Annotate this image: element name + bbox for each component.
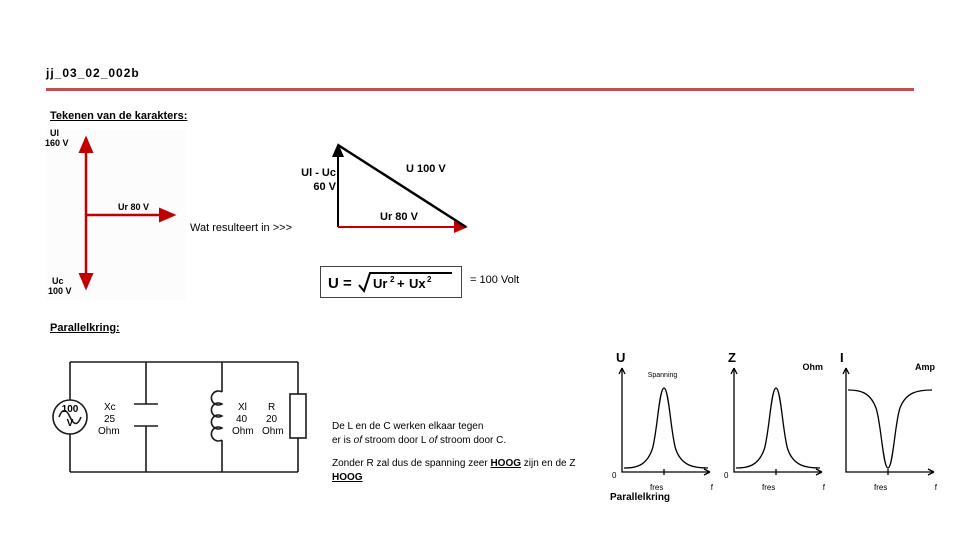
formula-plus: + [397, 276, 405, 291]
body-l2-em2: HOOG [332, 472, 363, 483]
phasor-diagram-1: Ul 160 V Ur 80 V Uc 100 V [46, 130, 186, 300]
graph-i-xmid: fres [874, 483, 887, 492]
graph-i-xend: f [935, 483, 937, 492]
body-line1: De L en de C werken elkaar tegen er is o… [332, 420, 592, 447]
formula-lhs: U = [328, 275, 352, 292]
body-line2: Zonder R zal dus de spanning zeer HOOG z… [332, 457, 592, 484]
body-l1b-em2: of [429, 435, 437, 446]
formula-r: Ur [373, 276, 387, 291]
formula-x-sq: 2 [427, 275, 432, 284]
graph-z-zero: 0 [724, 471, 728, 480]
graph-z-xend: f [823, 483, 825, 492]
phasor1-ul-label: Ul [50, 128, 59, 138]
body-l1b-mid1: stroom door L [362, 435, 429, 446]
graphs-caption: Parallelkring [610, 492, 670, 503]
graph-z-title: Z [728, 350, 736, 365]
formula-svg: U = Ur 2 + Ux 2 [326, 269, 456, 295]
body-l1a: De L en de C werken elkaar tegen [332, 421, 483, 432]
phasor1-uc-value: 100 V [48, 286, 72, 296]
graph-z-unit: Ohm [802, 362, 823, 372]
graph-u-xend: f [711, 483, 713, 492]
formula-box: U = Ur 2 + Ux 2 [320, 266, 462, 298]
title-rule [46, 88, 914, 91]
circuit-xc-value: 25 [104, 414, 115, 425]
graph-i-title: I [840, 350, 844, 365]
circuit-source-value: 100 [54, 404, 86, 415]
formula-result: = 100 Volt [470, 274, 519, 286]
graph-z: Z Ohm 0 fres f [722, 350, 827, 490]
circuit-xl-label: Xl [238, 402, 247, 413]
circuit-r-value: 20 [266, 414, 277, 425]
heading-parallel: Parallelkring: [50, 322, 120, 334]
slide-title: jj_03_02_002b [46, 66, 140, 80]
phasor-diagram-2: Ul - Uc 60 V U 100 V Ur 80 V [310, 135, 480, 245]
graph-i-unit: Amp [915, 362, 935, 372]
formula-r-sq: 2 [390, 275, 395, 284]
phasor2-diff-value: 60 V [294, 181, 336, 193]
phasor2-ur-label: Ur 80 V [380, 211, 418, 223]
circuit-r-unit: Ohm [262, 426, 284, 437]
circuit-xc-label: Xc [104, 402, 116, 413]
phasor2-hyp-label: U 100 V [406, 163, 446, 175]
phasor1-svg [46, 130, 186, 300]
graph-u-title: U [616, 350, 625, 365]
graph-u-xmid: fres [650, 483, 663, 492]
heading-tekenen: Tekenen van de karakters: [50, 110, 187, 122]
graph-z-xmid: fres [762, 483, 775, 492]
graph-u-svg [610, 350, 715, 490]
graph-u: U Spanning 0 fres f [610, 350, 715, 490]
body-l2-em1: HOOG [490, 458, 521, 469]
body-l1b-pre: er is [332, 435, 354, 446]
phasor1-ur-label: Ur 80 V [118, 202, 149, 212]
body-l2-mid: zijn en de Z [521, 458, 575, 469]
graph-i: I Amp fres f [834, 350, 939, 490]
circuit-xc-unit: Ohm [98, 426, 120, 437]
body-l2-pre: Zonder R zal dus de spanning zeer [332, 458, 490, 469]
phasor1-ul-value: 160 V [45, 138, 69, 148]
formula-x: Ux [409, 276, 426, 291]
graph-u-zero: 0 [612, 471, 616, 480]
circuit-xl-value: 40 [236, 414, 247, 425]
circuit-xl-unit: Ohm [232, 426, 254, 437]
body-l1b-em1: of [354, 435, 362, 446]
resonance-graphs: U Spanning 0 fres f Z Ohm [610, 350, 940, 510]
graph-u-name: Spanning [648, 372, 678, 379]
phasor1-uc-label: Uc [52, 276, 64, 286]
phasor2-diff-label: Ul - Uc [290, 167, 336, 179]
circuit-r-label: R [268, 402, 275, 413]
body-text: De L en de C werken elkaar tegen er is o… [332, 420, 592, 494]
circuit-diagram: 100 V Xc 25 Ohm Xl 40 Ohm R 20 Ohm [46, 342, 316, 497]
circuit-source-unit: V [54, 418, 86, 429]
mid-connector-text: Wat resulteert in >>> [190, 222, 292, 234]
body-l1b-mid2: stroom door C. [437, 435, 506, 446]
